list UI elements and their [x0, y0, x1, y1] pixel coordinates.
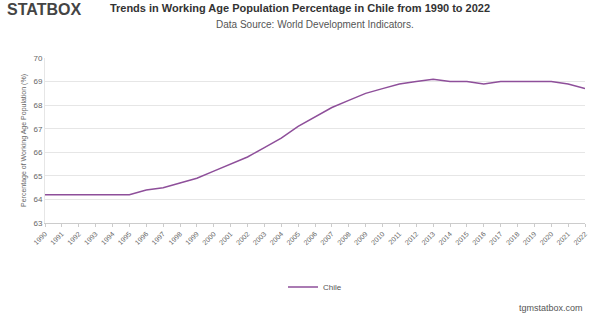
- svg-text:2019: 2019: [522, 230, 538, 246]
- svg-text:2016: 2016: [471, 230, 487, 246]
- svg-text:1996: 1996: [133, 230, 149, 246]
- svg-text:2005: 2005: [285, 230, 301, 246]
- svg-text:1992: 1992: [66, 230, 82, 246]
- svg-text:2011: 2011: [387, 230, 403, 246]
- svg-text:2004: 2004: [268, 230, 284, 246]
- svg-text:1995: 1995: [117, 230, 133, 246]
- svg-text:69: 69: [33, 77, 42, 86]
- svg-text:2010: 2010: [370, 230, 386, 246]
- svg-text:1993: 1993: [83, 230, 99, 246]
- svg-text:2003: 2003: [252, 230, 268, 246]
- svg-text:65: 65: [33, 172, 42, 181]
- svg-text:1999: 1999: [184, 230, 200, 246]
- svg-text:tgmstatbox.com: tgmstatbox.com: [519, 303, 583, 313]
- svg-text:2021: 2021: [555, 230, 571, 246]
- svg-text:2000: 2000: [201, 230, 217, 246]
- svg-text:64: 64: [33, 195, 42, 204]
- svg-text:2007: 2007: [319, 230, 335, 246]
- svg-text:66: 66: [33, 148, 42, 157]
- svg-text:68: 68: [33, 101, 42, 110]
- svg-text:Trends in Working Age Populati: Trends in Working Age Population Percent…: [110, 2, 490, 14]
- svg-text:2015: 2015: [454, 230, 470, 246]
- svg-text:2006: 2006: [302, 230, 318, 246]
- svg-text:2017: 2017: [488, 230, 504, 246]
- svg-text:2012: 2012: [403, 230, 419, 246]
- svg-text:1991: 1991: [49, 230, 65, 246]
- svg-text:2009: 2009: [353, 230, 369, 246]
- svg-text:2018: 2018: [505, 230, 521, 246]
- svg-text:1990: 1990: [32, 230, 48, 246]
- svg-text:1998: 1998: [167, 230, 183, 246]
- svg-text:2020: 2020: [538, 230, 554, 246]
- svg-text:67: 67: [33, 125, 42, 134]
- svg-text:Chile: Chile: [323, 283, 342, 292]
- svg-text:2013: 2013: [420, 230, 436, 246]
- svg-text:2014: 2014: [437, 230, 453, 246]
- svg-text:70: 70: [33, 54, 42, 63]
- svg-text:63: 63: [33, 219, 42, 228]
- svg-text:1994: 1994: [100, 230, 116, 246]
- svg-text:Percentage of Working Age Popu: Percentage of Working Age Population (%): [20, 74, 28, 207]
- svg-text:STATBOX: STATBOX: [7, 1, 81, 18]
- svg-text:2008: 2008: [336, 230, 352, 246]
- svg-text:1997: 1997: [150, 230, 166, 246]
- svg-text:2002: 2002: [235, 230, 251, 246]
- svg-text:2022: 2022: [572, 230, 588, 246]
- svg-text:2001: 2001: [218, 230, 234, 246]
- svg-text:Data Source: World Development: Data Source: World Development Indicator…: [216, 19, 414, 30]
